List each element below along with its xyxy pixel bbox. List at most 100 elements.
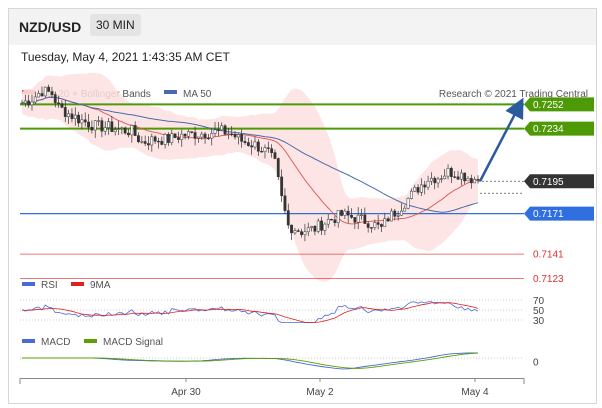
- macd-line: [22, 352, 479, 370]
- candle-body: [293, 230, 297, 234]
- pair-title: NZD/USD: [19, 19, 82, 35]
- ma50-legend-label: MA 50: [183, 89, 212, 100]
- x-tick-label: May 4: [461, 387, 489, 398]
- candle-body: [47, 86, 51, 92]
- price-label: 0.7195: [533, 177, 564, 188]
- candle-body: [406, 198, 410, 209]
- candle-body: [343, 210, 347, 216]
- candle-body: [137, 135, 140, 143]
- candle-body: [87, 121, 90, 128]
- candle-body: [306, 227, 310, 233]
- candle-body: [123, 127, 127, 134]
- candle-body: [153, 136, 157, 142]
- candle-body: [396, 214, 400, 217]
- candle-body: [390, 210, 393, 222]
- candle-body: [113, 129, 117, 132]
- price-label-bg: [524, 174, 594, 189]
- candle-body: [466, 178, 470, 182]
- rsi-level-label: 70: [533, 296, 545, 307]
- price-label: 0.7171: [533, 209, 564, 220]
- rsi-level-label: 50: [533, 306, 545, 317]
- candle-body: [303, 231, 307, 235]
- candle-body: [423, 184, 427, 188]
- candle-body: [316, 220, 320, 232]
- macd-zero-label: 0: [533, 358, 539, 369]
- price-label: 0.7234: [533, 124, 564, 135]
- candle-body: [230, 133, 234, 135]
- rsi-level-label: 30: [533, 316, 545, 327]
- projection-arrow: [478, 97, 524, 182]
- rsi-ma-legend-swatch: [71, 282, 84, 286]
- candle-body: [373, 222, 377, 228]
- timeframe-badge[interactable]: 30 MIN: [90, 14, 141, 36]
- candle-body: [200, 133, 204, 138]
- candle-body: [360, 214, 363, 216]
- price-label: 0.7123: [533, 274, 564, 285]
- candle-body: [100, 120, 104, 132]
- macd-signal-legend-swatch: [84, 339, 97, 343]
- candle-body: [410, 190, 413, 199]
- candle-body: [366, 223, 370, 228]
- candle-body: [336, 210, 340, 223]
- candle-body: [33, 96, 37, 103]
- candle-body: [63, 107, 67, 117]
- candle-body: [439, 178, 443, 180]
- candle-body: [356, 214, 360, 223]
- candle-body: [23, 100, 27, 104]
- rsi-line: [21, 301, 479, 323]
- candle-body: [160, 140, 164, 145]
- candle-body: [400, 210, 403, 216]
- candle-body: [173, 133, 177, 138]
- candle-body: [216, 129, 220, 131]
- candle-body: [177, 137, 180, 140]
- ma50-legend-swatch: [164, 90, 177, 94]
- candle-body: [67, 113, 70, 117]
- candle-body: [296, 230, 300, 232]
- candle-body: [346, 210, 350, 216]
- candle-body: [196, 136, 200, 139]
- candle-body: [270, 148, 274, 153]
- candle-body: [80, 119, 84, 124]
- candle-body: [266, 147, 270, 149]
- candle-body: [40, 93, 44, 97]
- candle-body: [226, 133, 230, 135]
- candle-body: [393, 210, 397, 217]
- candle-body: [206, 137, 210, 140]
- price-label-bg: [524, 121, 594, 136]
- candle-body: [413, 187, 417, 192]
- candle-body: [469, 178, 473, 184]
- candle-body: [170, 133, 174, 143]
- candle-body: [323, 223, 327, 231]
- candle-body: [180, 133, 184, 140]
- candle-body: [190, 131, 194, 133]
- candle-body: [127, 132, 130, 136]
- candle-body: [273, 152, 277, 159]
- candle-body: [426, 180, 430, 188]
- candle-body: [43, 86, 47, 97]
- candle-body: [250, 145, 254, 148]
- rsi-ma-legend-label: 9MA: [90, 280, 111, 291]
- candle-body: [220, 125, 224, 131]
- candle-body: [37, 93, 41, 98]
- candle-body: [143, 141, 147, 144]
- rsi-ma-line: [21, 302, 479, 323]
- candle-body: [110, 121, 114, 132]
- candle-body: [83, 119, 87, 123]
- candle-body: [53, 94, 57, 104]
- candle-body: [310, 226, 313, 228]
- candle-body: [283, 195, 287, 211]
- candle-body: [147, 143, 150, 146]
- candle-body: [290, 224, 293, 234]
- candle-body: [20, 102, 24, 105]
- candle-body: [157, 140, 160, 143]
- candle-body: [233, 133, 237, 138]
- candle-body: [167, 133, 170, 143]
- candle-body: [140, 141, 144, 143]
- chart-widget: NZD/USD 30 MIN Tuesday, May 4, 2021 1:43…: [8, 8, 597, 404]
- candle-body: [213, 129, 217, 134]
- candle-body: [187, 131, 190, 137]
- candle-body: [433, 177, 437, 184]
- candle-body: [256, 141, 260, 152]
- candle-body: [459, 172, 463, 180]
- candle-body: [253, 141, 257, 148]
